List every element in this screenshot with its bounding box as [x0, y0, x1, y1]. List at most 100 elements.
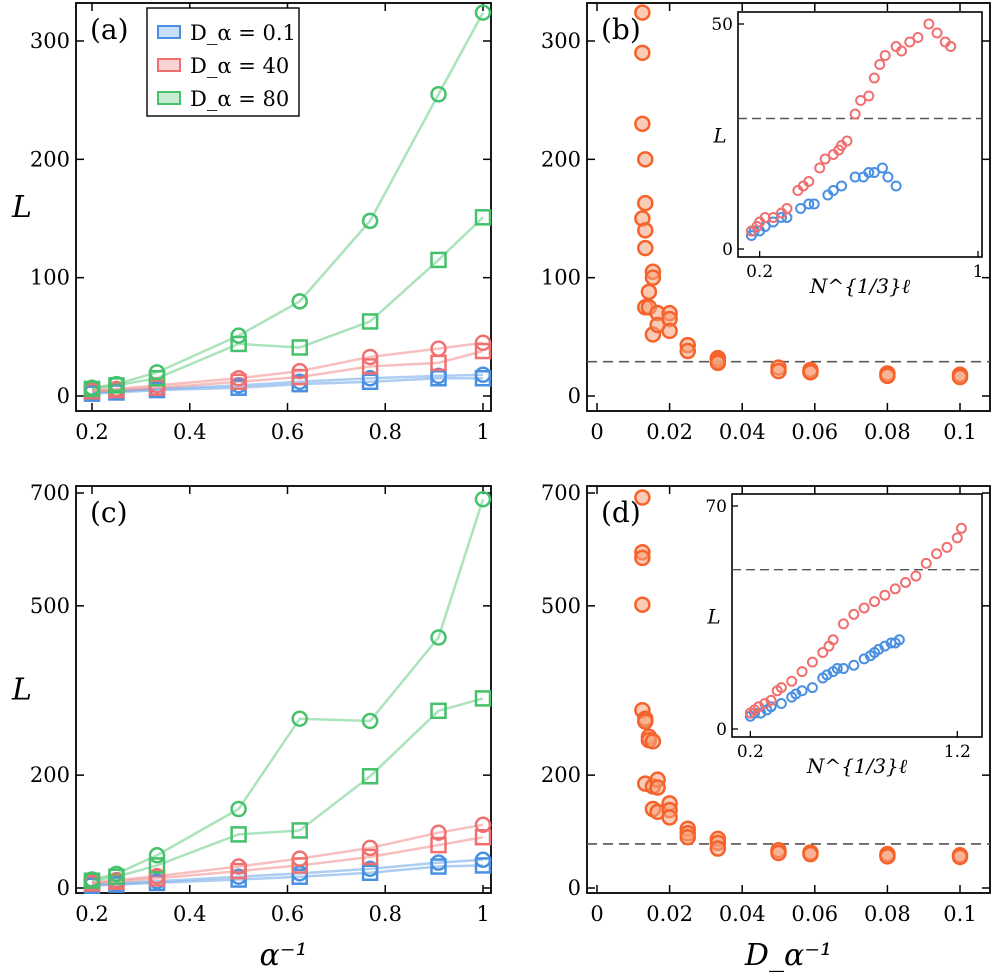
- data-point: [951, 848, 969, 866]
- y-tick-label: 700: [541, 481, 581, 505]
- y-tick-label: 0: [568, 876, 581, 900]
- inset-point: [831, 662, 843, 674]
- inset-point: [931, 27, 943, 39]
- y-tick-label: 200: [30, 147, 70, 171]
- inset-point: [806, 656, 818, 668]
- data-point: [430, 858, 447, 875]
- data-point: [430, 370, 447, 387]
- panel-label: (c): [90, 496, 128, 529]
- inset-point: [775, 698, 787, 710]
- data-point: [679, 342, 696, 360]
- inset-point: [855, 95, 867, 106]
- y-tick-label: 0: [57, 876, 70, 900]
- y-tick-label: 700: [30, 481, 70, 505]
- data-point: [770, 362, 787, 380]
- inset-point: [893, 634, 905, 646]
- inset-point: [900, 576, 912, 588]
- data-point: [637, 239, 654, 257]
- inset-point: [790, 688, 802, 700]
- y-tick-label: 200: [541, 147, 581, 171]
- data-point: [709, 840, 727, 857]
- inset-point: [874, 59, 886, 70]
- y-tick-label: 500: [541, 594, 581, 618]
- data-point: [361, 348, 379, 366]
- data-point: [361, 864, 379, 882]
- y-axis-label: L: [11, 673, 32, 708]
- inset-point: [759, 698, 771, 710]
- data-point: [148, 857, 166, 874]
- data-point: [637, 151, 654, 168]
- data-point: [637, 222, 654, 239]
- inset-point: [951, 532, 963, 544]
- y-tick-label: 200: [30, 763, 70, 787]
- data-point: [709, 354, 727, 372]
- data-point: [230, 327, 247, 344]
- data-point: [430, 251, 447, 269]
- data-point: [661, 322, 678, 340]
- data-point: [474, 342, 492, 360]
- inset-point: [910, 570, 922, 582]
- data-point: [679, 828, 696, 846]
- data-point: [634, 4, 651, 21]
- inset-point: [896, 45, 908, 57]
- inset-y-tick-label: 0: [722, 240, 733, 260]
- x-tick-label: 0: [590, 420, 603, 444]
- legend-swatch: [157, 58, 181, 72]
- inset-point: [931, 548, 943, 560]
- data-point: [644, 733, 662, 750]
- data-point: [291, 293, 308, 310]
- x-tick-label: 0.06: [791, 420, 838, 444]
- data-point: [108, 868, 125, 885]
- inset-x-axis-label: N^{1/3}ℓ: [809, 274, 911, 298]
- inset-point: [889, 583, 901, 595]
- y-tick-label: 0: [57, 384, 70, 408]
- data-point: [361, 212, 379, 230]
- data-point: [474, 334, 492, 351]
- legend-swatch: [157, 25, 181, 39]
- inset-y-axis-label: L: [706, 605, 720, 629]
- y-tick-label: 0: [568, 384, 581, 408]
- inset-point: [837, 618, 849, 630]
- inset-point: [879, 589, 891, 601]
- legend-swatch: [157, 91, 181, 105]
- y-tick-label: 300: [30, 29, 70, 53]
- axes-frame: [586, 2, 991, 412]
- x-tick-label: 0.08: [864, 902, 911, 926]
- inset-point: [848, 659, 860, 671]
- data-point: [634, 115, 651, 133]
- inset-point: [795, 203, 807, 214]
- inset-point: [827, 185, 839, 196]
- data-point: [83, 872, 101, 889]
- data-point: [148, 847, 166, 864]
- inset-point: [879, 50, 891, 61]
- data-point: [951, 368, 969, 386]
- x-tick-label: 0.4: [173, 902, 206, 926]
- inset-x-tick-label: 0.2: [746, 262, 773, 282]
- inset-point: [836, 180, 848, 192]
- data-point: [430, 836, 447, 854]
- data-point: [802, 364, 819, 381]
- inset-point: [819, 153, 831, 165]
- inset-point: [781, 203, 793, 214]
- data-point: [361, 313, 379, 330]
- data-point: [661, 809, 678, 826]
- data-point: [361, 358, 379, 375]
- data-point: [361, 768, 379, 785]
- data-point: [879, 367, 896, 385]
- legend: D_α = 0.1 D_α = 40 D_α = 80: [146, 7, 300, 117]
- data-point: [474, 4, 492, 21]
- data-point: [430, 354, 447, 372]
- panel-c: 0.2 0.4 0.6 0.8 1 0 200 500 700 Lα⁻¹ (c): [11, 481, 492, 973]
- inset-frame: [731, 493, 983, 738]
- data-point: [637, 713, 654, 730]
- data-point: [430, 824, 447, 841]
- data-point: [474, 690, 492, 707]
- data-point: [148, 379, 166, 396]
- x-tick-label: 0.08: [864, 420, 911, 444]
- inset-point: [808, 198, 820, 210]
- data-point: [430, 629, 447, 646]
- inset-point: [821, 669, 833, 681]
- inset-y-tick-label: 50: [711, 15, 733, 35]
- inset-point: [786, 675, 798, 687]
- x-tick-label: 0.4: [173, 420, 206, 444]
